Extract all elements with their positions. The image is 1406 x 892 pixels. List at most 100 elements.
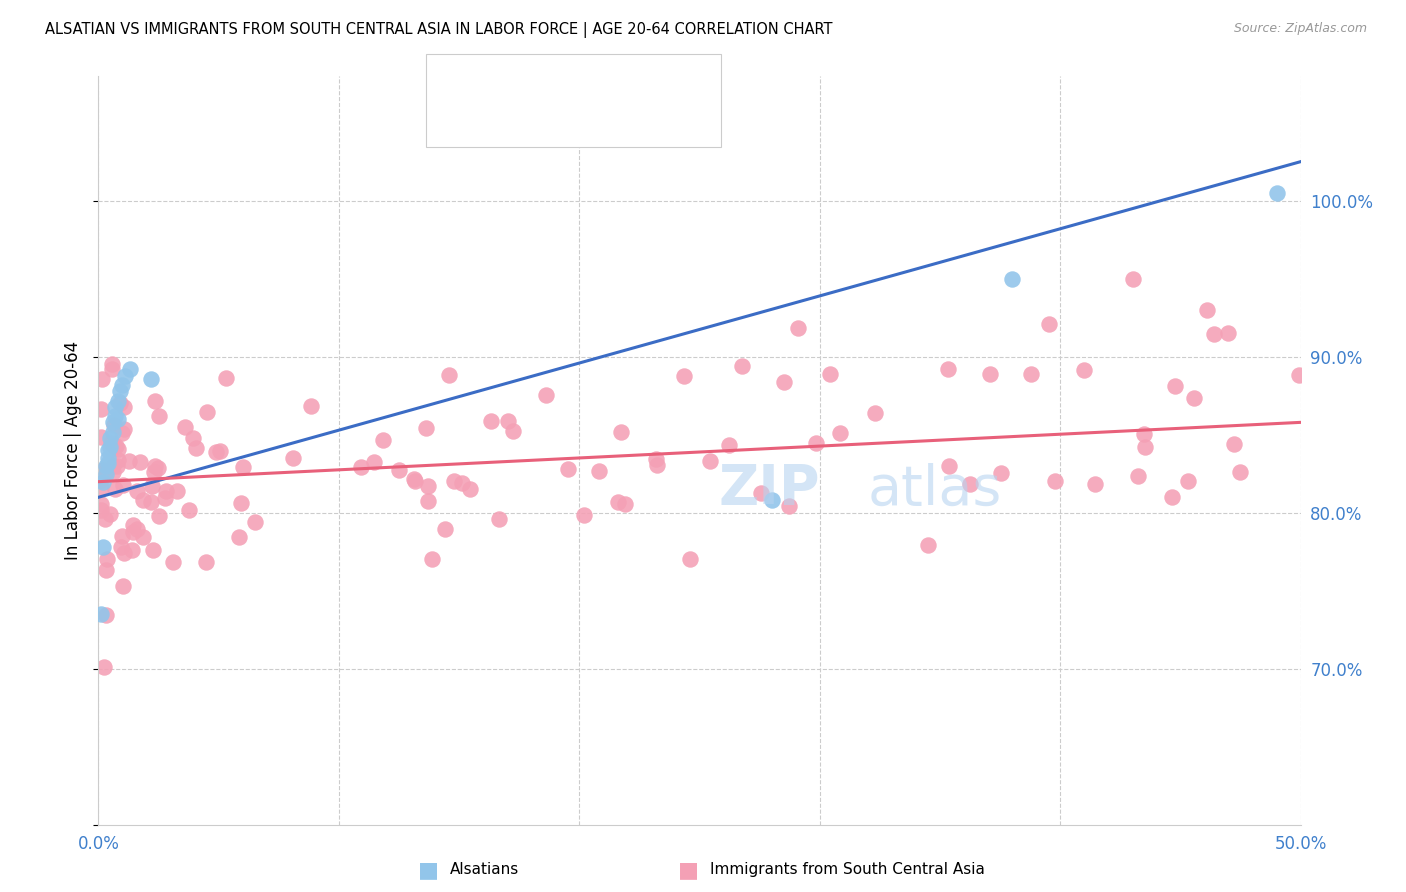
Point [1132,427,1154,442]
Point [990,466,1012,480]
Point [100,441,122,455]
Point [110,540,132,554]
Point [1218,326,1240,341]
Point [93,512,115,526]
Point [111,378,134,392]
Text: Alsatians: Alsatians [450,863,519,877]
Point [863,406,886,420]
Point [1197,303,1219,318]
Point [443,475,465,489]
Point [1126,469,1149,483]
Point [108,396,131,410]
Point [243,515,266,529]
Point [416,479,439,493]
Point [208,443,231,458]
Point [418,493,440,508]
Text: ■: ■ [447,72,465,91]
Point [205,445,228,459]
Point [699,454,721,468]
Point [1019,367,1042,381]
Point [195,405,218,419]
Point [645,458,668,473]
Point [90,481,112,495]
Text: 0.238: 0.238 [506,112,554,127]
Point [104,439,127,453]
Point [121,543,143,558]
Point [107,453,129,467]
Point [299,399,322,413]
Point [132,530,155,544]
Point [778,499,800,513]
Point [111,579,134,593]
Point [90,503,112,517]
Text: N =: N = [557,74,591,89]
Point [959,477,981,491]
Point [128,455,150,469]
Point [162,555,184,569]
Point [121,525,143,540]
Point [350,459,373,474]
Point [917,538,939,552]
Point [141,371,163,385]
Point [96,607,118,622]
Text: ZIP: ZIP [718,462,820,516]
Point [103,466,125,480]
Point [93,660,115,674]
Point [818,367,841,381]
Point [155,483,177,498]
Point [936,362,959,376]
Point [111,529,134,543]
Point [94,467,117,481]
Point [118,362,141,376]
Point [786,321,808,335]
Point [146,461,169,475]
Point [1229,466,1251,480]
Point [609,425,631,440]
Point [488,512,510,526]
Point [1122,272,1144,286]
Point [143,465,166,479]
Point [938,458,960,473]
Point [107,393,129,408]
Text: 0.514: 0.514 [506,74,554,89]
Point [363,454,385,468]
Point [90,474,112,488]
Point [437,368,460,382]
Y-axis label: In Labor Force | Age 20-64: In Labor Force | Age 20-64 [65,341,83,560]
Point [195,555,218,569]
Point [673,368,696,383]
Point [281,451,304,466]
Point [96,551,118,566]
Text: ■: ■ [679,860,699,880]
Point [588,464,610,478]
Point [181,431,204,445]
Text: ■: ■ [447,110,465,128]
Point [148,409,170,423]
Point [112,478,135,492]
Point [90,429,112,443]
Point [107,412,129,426]
Point [828,425,851,440]
Text: R =: R = [470,112,503,127]
Point [94,465,117,479]
Point [979,367,1001,381]
Point [103,417,125,432]
Point [1001,272,1024,286]
Point [644,452,666,467]
Point [534,388,557,402]
Text: N =: N = [557,112,591,127]
Point [94,459,117,474]
Point [371,433,394,447]
Point [1133,440,1156,454]
Point [93,463,115,477]
Point [1161,490,1184,504]
Point [114,401,136,415]
Point [388,463,411,477]
Point [90,607,112,622]
Point [420,552,443,566]
Point [101,425,124,439]
Point [557,461,579,475]
Point [108,384,131,398]
Point [91,475,114,489]
Point [97,451,120,466]
